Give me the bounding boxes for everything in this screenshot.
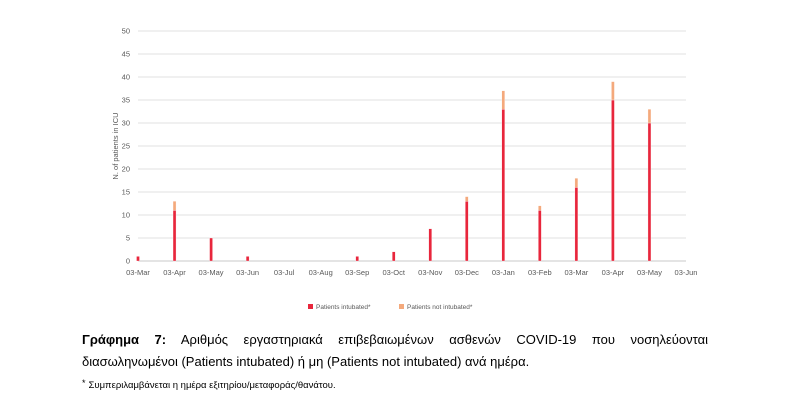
x-tick-label: 03-Jun	[675, 268, 698, 277]
bar-intubated	[136, 256, 140, 262]
bar-not-intubated	[538, 205, 542, 211]
x-tick-label: 03-Aug	[309, 268, 333, 277]
x-tick-label: 03-Feb	[528, 268, 552, 277]
bar-intubated	[501, 109, 505, 262]
bar-not-intubated	[172, 201, 177, 211]
x-tick-label: 03-Jun	[236, 268, 259, 277]
x-tick-label: 03-Apr	[163, 268, 186, 277]
y-tick-label: 25	[122, 142, 130, 151]
y-axis-label: N. of patients in ICU	[111, 112, 120, 179]
legend-label-not-intubated: Patients not intubated*	[407, 304, 473, 311]
x-tick-label: 03-Oct	[382, 268, 405, 277]
bar-not-intubated	[611, 81, 615, 101]
y-tick-label: 40	[122, 73, 130, 82]
y-tick-label: 35	[122, 96, 130, 105]
bar-intubated	[245, 256, 250, 262]
y-tick-label: 45	[122, 50, 130, 59]
x-tick-label: 03-Mar	[565, 268, 589, 277]
bar-not-intubated	[465, 196, 469, 202]
footnote-text: Συμπεριλαμβάνεται η ημέρα εξιτηρίου/μετα…	[88, 380, 336, 391]
x-tick-label: 03-Apr	[602, 268, 625, 277]
bar-not-intubated	[647, 109, 652, 124]
caption-text: Αριθμός εργαστηριακά επιβεβαιωμένων ασθε…	[82, 332, 708, 369]
bar-intubated	[428, 228, 432, 262]
x-tick-label: 03-Nov	[418, 268, 442, 277]
bar-intubated	[465, 201, 469, 262]
y-tick-label: 15	[122, 188, 130, 197]
bar-intubated	[647, 122, 652, 262]
legend-label-intubated: Patients intubated*	[316, 304, 371, 311]
x-tick-label: 03-May	[199, 268, 224, 277]
bar-intubated	[574, 187, 579, 262]
y-tick-label: 30	[122, 119, 130, 128]
x-tick-label: 03-Mar	[126, 268, 150, 277]
y-tick-label: 50	[122, 27, 130, 36]
x-tick-label: 03-Dec	[455, 268, 479, 277]
chart-area: 0 5 10 15 20 25 30 35 40 45 50 03-Mar 03-Apr 03-May 03…	[111, 27, 698, 312]
x-tick-label: 03-May	[637, 268, 662, 277]
y-tick-label: 5	[126, 234, 130, 243]
x-tick-label: 03-Sep	[345, 268, 369, 277]
bar-intubated	[355, 256, 359, 262]
y-tick-label: 0	[126, 257, 130, 266]
footnote: * Συμπεριλαμβάνεται η ημέρα εξιτηρίου/μετ…	[82, 377, 336, 392]
bar-intubated	[611, 99, 615, 262]
bar-intubated	[172, 210, 177, 262]
x-tick-label: 03-Jul	[274, 268, 295, 277]
legend-swatch-not-intubated	[399, 304, 404, 309]
legend-swatch-intubated	[308, 304, 313, 309]
figure-caption: Γράφημα 7: Αριθμός εργαστηριακά επιβεβαι…	[82, 329, 708, 373]
bar-intubated	[538, 210, 542, 262]
bar-intubated	[392, 251, 396, 262]
footnote-marker: *	[82, 378, 86, 388]
bar-intubated	[209, 237, 213, 262]
bar-not-intubated	[501, 90, 505, 110]
x-tick-label: 03-Jan	[492, 268, 515, 277]
y-tick-label: 20	[122, 165, 130, 174]
y-tick-label: 10	[122, 211, 130, 220]
icu-patients-chart: 0 5 10 15 20 25 30 35 40 45 50 03-Mar 03-Apr 03-May 03…	[111, 27, 698, 312]
bar-not-intubated	[574, 178, 579, 188]
caption-label: Γράφημα 7:	[82, 332, 167, 347]
